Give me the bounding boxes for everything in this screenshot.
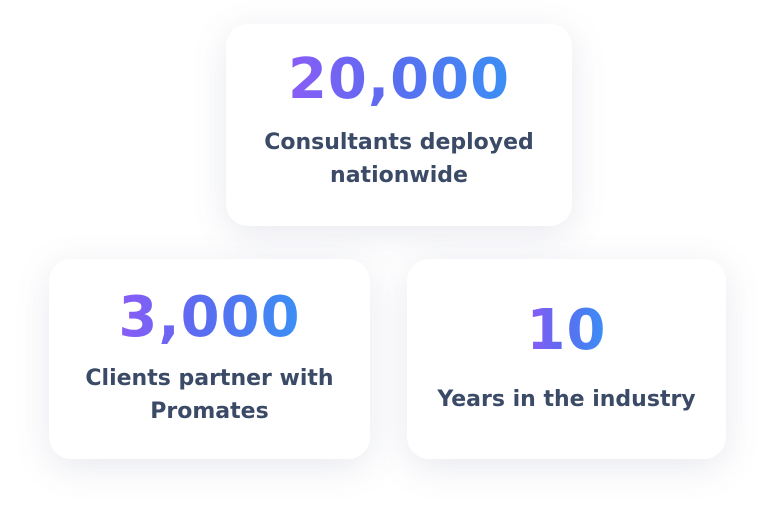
stat-value: 10 xyxy=(526,297,607,363)
stat-card-clients: 3,000 Clients partner with Promates xyxy=(49,259,370,459)
stat-label: Years in the industry xyxy=(437,386,696,412)
stat-value: 20,000 xyxy=(287,47,511,112)
stat-card-years: 10 Years in the industry xyxy=(407,259,726,459)
stat-label: Clients partner with Promates xyxy=(85,366,334,424)
stat-value: 3,000 xyxy=(118,285,301,350)
stat-card-consultants: 20,000 Consultants deployed nationwide xyxy=(226,24,572,226)
stat-label: Consultants deployed nationwide xyxy=(264,130,534,188)
